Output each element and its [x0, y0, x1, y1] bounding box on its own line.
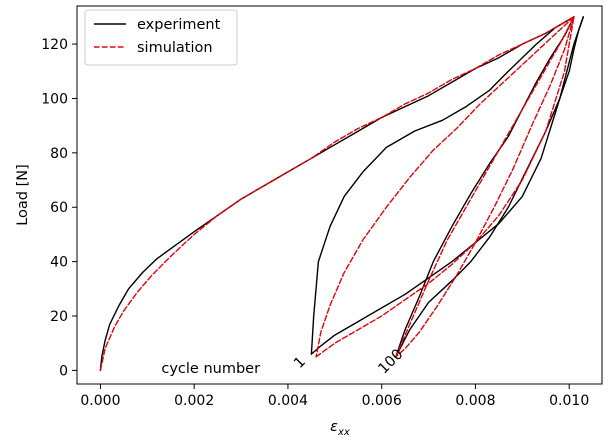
simulation-curve-2	[315, 16, 575, 358]
x-tick-label: 0.010	[549, 393, 589, 409]
experiment-curve-5	[395, 16, 575, 358]
x-axis-label: εxx	[330, 419, 350, 438]
y-tick-label: 80	[50, 146, 68, 162]
x-tick-label: 0.006	[362, 393, 402, 409]
x-tick-label: 0.008	[455, 393, 495, 409]
y-tick-label: 40	[50, 255, 68, 271]
cycle-annotation: 1	[291, 354, 309, 372]
y-tick-label: 60	[50, 200, 68, 216]
legend: experiment simulation	[84, 9, 238, 66]
simulation-curve-5	[395, 16, 575, 358]
plot-area	[99, 16, 584, 372]
x-axis-label-symbol: ε	[330, 419, 338, 435]
x-axis-label-subscript: xx	[337, 427, 350, 438]
experiment-curve-3	[310, 16, 584, 355]
annotations: cycle number 1 100	[161, 346, 406, 377]
x-tick-label: 0.000	[80, 393, 120, 409]
plot-frame	[76, 5, 603, 385]
simulation-curve-4	[395, 16, 575, 358]
simulation-curve-3	[315, 16, 575, 358]
y-tick-label: 100	[41, 91, 68, 107]
x-tick-label: 0.004	[268, 393, 308, 409]
experiment-curve-4	[395, 16, 584, 358]
experiment-curve-2	[310, 16, 575, 355]
cycle-annotation: cycle number	[161, 361, 260, 377]
legend-label-experiment: experiment	[137, 17, 221, 33]
x-tick-label: 0.002	[174, 393, 214, 409]
y-tick-label: 120	[41, 37, 68, 53]
y-tick-label: 0	[59, 363, 68, 379]
y-tick-label: 20	[50, 309, 68, 325]
axis-ticks: 0.000 0.002 0.004 0.006 0.008 0.010 0 20 40 60 80 1…	[41, 37, 589, 409]
legend-label-simulation: simulation	[137, 40, 213, 56]
y-axis-label: Load [N]	[15, 164, 31, 226]
experiment-curve-1	[99, 16, 575, 372]
simulation-curve-1	[99, 16, 575, 372]
